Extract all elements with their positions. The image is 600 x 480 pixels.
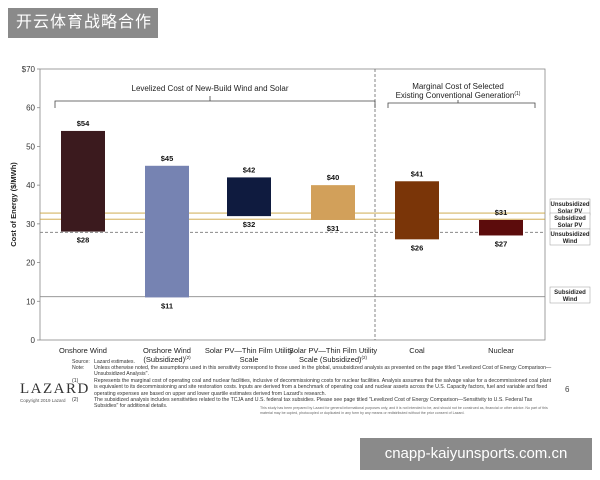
section-label-conventional-1: Marginal Cost of Selected [412,82,504,91]
note2-label: (2) [72,397,79,403]
y-tick-label: $70 [22,65,36,74]
bar [479,219,523,236]
source-text: Lazard estimates. [94,359,135,365]
footnote-1: (1) Represents the marginal cost of oper… [72,378,552,397]
x-tick-label: Onshore Wind [59,346,107,355]
bar-low-label: $32 [243,220,256,229]
y-tick-label: 40 [26,181,35,190]
reference-label-box [549,286,591,304]
bar-high-label: $54 [77,119,90,128]
reference-label: Subsidized [554,216,586,222]
section-label-conventional-2: Existing Conventional Generation(1) [396,91,521,100]
copyright: Copyright 2019 Lazard [20,398,66,403]
footnote-2: (2) The subsidized analysis includes sen… [72,397,552,410]
y-tick-label: 10 [26,297,35,306]
bar [61,130,105,232]
y-axis-label: Cost of Energy ($/MWh) [9,162,18,247]
x-tick-sup: (2) [362,355,368,360]
footnote-note: Note: Unless otherwise noted, the assump… [72,365,552,378]
y-tick-label: 30 [26,220,35,229]
bar [227,177,271,217]
x-tick-label: Coal [409,346,425,355]
chart-sections: Levelized Cost of New-Build Wind and Sol… [54,69,536,340]
watermark-bottom: cnapp-kaiyunsports.com.cn [360,438,592,470]
x-tick-label: Scale [240,355,259,364]
bar-low-label: $27 [495,239,508,248]
plot-frame [39,68,546,341]
note2-text: The subsidized analysis includes sensiti… [94,397,533,410]
lazard-logo: LAZARD [20,381,90,397]
bar-high-label: $45 [161,154,174,163]
reference-label: Subsidized [554,290,586,296]
x-tick-label: Onshore Wind [143,346,191,355]
x-tick-sup: (2) [185,355,191,360]
footnote-source: Source: Lazard estimates. [72,359,552,365]
disclaimer: This study has been prepared by Lazard f… [260,406,548,415]
x-tick-label: Solar PV—Thin Film Utility [289,346,378,355]
section-label-conventional-sup: (1) [514,91,520,97]
reference-label: Unsubsidized [550,202,589,208]
reference-label: Wind [563,297,578,303]
bar-high-label: $40 [327,173,340,182]
note-label: Note: [72,365,85,371]
reference-label: Solar PV [558,209,583,215]
bar-low-label: $31 [327,224,340,233]
bar-low-label: $26 [411,243,424,252]
y-tick-label: 60 [26,104,35,113]
note1-label: (1) [72,378,79,384]
bar-high-label: $41 [411,169,424,178]
bar-high-label: $42 [243,165,256,174]
x-tick-label: Nuclear [488,346,514,355]
section-label-wind-solar: Levelized Cost of New-Build Wind and Sol… [132,84,289,93]
bar-high-label: $31 [495,208,508,217]
reference-label: Unsubsidized [550,232,589,238]
reference-label: Solar PV [558,223,583,229]
bar-low-label: $28 [77,236,90,245]
source-label: Source: [72,359,90,365]
y-tick-label: 20 [26,259,35,268]
bar [311,185,355,220]
y-tick-label: 50 [26,142,35,151]
note1-text: Represents the marginal cost of operatin… [94,378,552,397]
chart-bars [61,130,523,298]
chart-axes: 0 10 20 30 40 50 60 $70 Cost of Energy ($/MWh) [9,65,546,345]
section-bracket-conventional [387,100,536,108]
watermark-top: 开云体育战略合作 [8,8,158,38]
x-tick-label: (Subsidized)(2) [143,355,191,364]
note-text: Unless otherwise noted, the assumptions … [94,365,552,378]
reference-label-box [549,228,591,246]
section-bracket-wind-solar [54,96,376,108]
x-tick-label: Scale (Subsidized)(2) [299,355,368,364]
reference-label: Wind [563,239,578,245]
x-tick-label: Solar PV—Thin Film Utility [205,346,294,355]
bar-low-label: $11 [161,301,173,310]
bar [395,181,439,240]
bar [145,165,189,298]
page-number: 6 [565,385,570,394]
y-tick-label: 0 [31,336,36,345]
